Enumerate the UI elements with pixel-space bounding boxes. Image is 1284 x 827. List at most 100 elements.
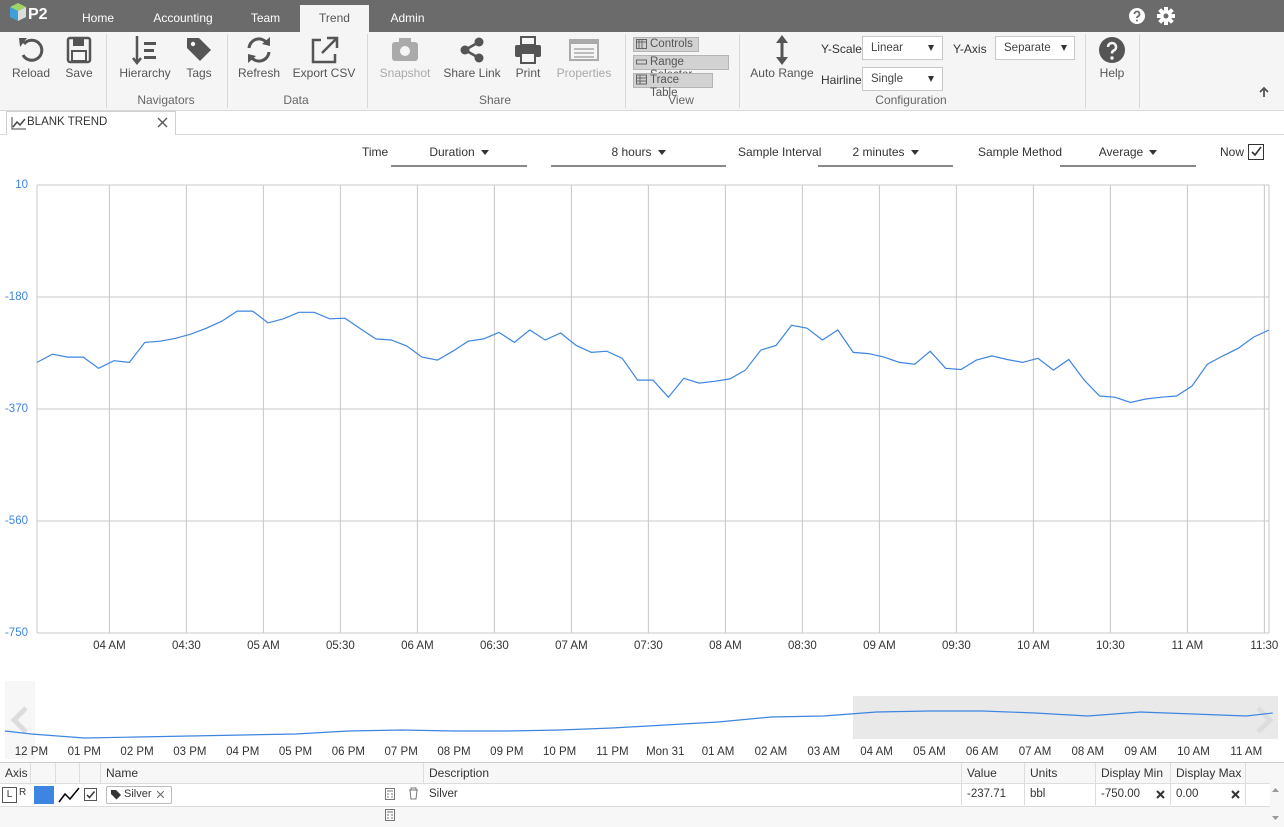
x-tick-label: 05 AM bbox=[913, 746, 946, 758]
x-tick-label: 03 AM bbox=[807, 746, 840, 758]
column-header: Display Min bbox=[1096, 763, 1171, 783]
line-style[interactable] bbox=[58, 786, 80, 804]
dropdown-value: 2 minutes bbox=[852, 145, 905, 159]
nav-tab[interactable]: Accounting bbox=[153, 11, 213, 25]
x-tick-label: 10 PM bbox=[543, 746, 576, 758]
trace-color[interactable] bbox=[34, 786, 54, 804]
charts: 10 -180 -370 -560 -750 04 AM 04:30 05 AM 05:30 06… bbox=[4, 179, 1278, 759]
now-checkbox[interactable] bbox=[1248, 144, 1265, 161]
delete-icon[interactable] bbox=[408, 787, 419, 800]
group-label: Data bbox=[283, 93, 309, 107]
y-tick-label: -560 bbox=[5, 515, 28, 527]
separator bbox=[739, 34, 740, 108]
tags-button[interactable]: Tags bbox=[159, 34, 239, 90]
x-tick-label: 07 PM bbox=[385, 746, 418, 758]
hierarchy-button[interactable]: Hierarchy bbox=[105, 34, 185, 90]
calc-icon[interactable] bbox=[385, 788, 395, 800]
nav-tab[interactable]: Home bbox=[81, 11, 114, 25]
x-tick-label: 07:30 bbox=[634, 640, 663, 652]
export-csv-button[interactable]: Export CSV bbox=[284, 34, 364, 90]
column-header: Description bbox=[424, 763, 962, 783]
clear-max[interactable] bbox=[1231, 790, 1240, 799]
axis-right[interactable]: R bbox=[19, 787, 27, 798]
button-label: Reload bbox=[11, 66, 51, 80]
x-tick-label: 07 AM bbox=[1019, 746, 1052, 758]
column-header: Axis bbox=[0, 763, 31, 783]
nav-tab[interactable]: Admin bbox=[390, 11, 425, 25]
x-tick-label: 11 AM bbox=[1172, 640, 1204, 652]
help-button[interactable]: Help bbox=[1072, 34, 1152, 90]
button-label: Hierarchy bbox=[119, 66, 171, 80]
tag-icon bbox=[111, 790, 121, 800]
dropdown-value: 8 hours bbox=[611, 145, 652, 159]
x-tick-label: 08:30 bbox=[788, 640, 817, 652]
range-prev[interactable] bbox=[5, 681, 35, 759]
value-cell: -237.71 bbox=[962, 784, 1025, 805]
caret bbox=[480, 150, 489, 156]
document-tab[interactable] bbox=[6, 111, 176, 135]
tag-chip[interactable] bbox=[106, 786, 172, 804]
display-max-cell[interactable]: 0.00 bbox=[1171, 784, 1246, 805]
print-button[interactable]: Print bbox=[488, 34, 568, 90]
reload-button[interactable]: Reload bbox=[0, 34, 71, 90]
collapse-ribbon[interactable] bbox=[1258, 86, 1270, 98]
top-bar bbox=[0, 0, 1284, 32]
x-tick-label: 09:30 bbox=[942, 640, 971, 652]
group-label: View bbox=[668, 93, 694, 107]
display-min-cell[interactable]: -750.00 bbox=[1096, 784, 1171, 805]
caret bbox=[657, 150, 666, 156]
sample-method-dropdown[interactable]: Average bbox=[1060, 143, 1196, 167]
x-tick-label: 04 PM bbox=[226, 746, 259, 758]
x-tick-label: 03 PM bbox=[173, 746, 206, 758]
range-selection[interactable] bbox=[853, 696, 1278, 739]
trace-table-toggle[interactable]: Trace Table bbox=[633, 73, 713, 99]
help-icon[interactable] bbox=[1128, 7, 1146, 25]
group-label: Share bbox=[478, 93, 512, 107]
logo-icon bbox=[10, 3, 26, 21]
y-scale-select[interactable]: Linear bbox=[862, 36, 943, 60]
column-header bbox=[56, 763, 80, 783]
sample-interval-dropdown[interactable]: 2 minutes bbox=[818, 143, 953, 167]
x-tick-label: 11 PM bbox=[596, 746, 628, 758]
x-tick-label: 06 AM bbox=[966, 746, 999, 758]
duration-dropdown[interactable]: 8 hours bbox=[551, 143, 726, 167]
hairline-label: Hairline bbox=[821, 73, 862, 87]
x-tick-label: 11:30 bbox=[1250, 640, 1278, 652]
x-tick-label: 09 AM bbox=[1124, 746, 1157, 758]
x-tick-label: 08 AM bbox=[1072, 746, 1105, 758]
y-tick-label: 10 bbox=[15, 179, 28, 191]
table-scroll[interactable] bbox=[1271, 786, 1280, 822]
select-arrow bbox=[1061, 45, 1067, 51]
settings-icon[interactable] bbox=[1156, 6, 1176, 26]
auto-range-button[interactable]: Auto Range bbox=[742, 34, 822, 90]
x-tick-label: 05 AM bbox=[247, 640, 280, 652]
calc-icon[interactable] bbox=[385, 809, 395, 821]
controls-toggle[interactable]: Controls bbox=[633, 37, 699, 52]
properties-button[interactable]: Properties bbox=[544, 34, 624, 90]
snapshot-button[interactable]: Snapshot bbox=[365, 34, 445, 90]
duration-mode-dropdown[interactable]: Duration bbox=[391, 143, 527, 167]
axis-left[interactable]: L bbox=[2, 787, 17, 803]
close-tab[interactable] bbox=[157, 117, 168, 128]
clear-min[interactable] bbox=[1156, 790, 1165, 799]
button-label: Tags bbox=[186, 66, 212, 80]
nav-tab[interactable]: Team bbox=[250, 11, 281, 25]
x-tick-label: 06 AM bbox=[401, 640, 434, 652]
document-tab-title: BLANK TREND bbox=[27, 116, 108, 128]
table-row[interactable] bbox=[0, 783, 1270, 807]
visible-checkbox[interactable] bbox=[84, 788, 97, 801]
share-link-button[interactable]: Share Link bbox=[432, 34, 512, 90]
remove-tag[interactable] bbox=[157, 791, 164, 798]
column-header: Units bbox=[1025, 763, 1096, 783]
refresh-button[interactable]: Refresh bbox=[219, 34, 299, 90]
y-axis-select[interactable]: Separate bbox=[995, 36, 1075, 60]
nav-tab-active[interactable]: Trend bbox=[300, 5, 369, 32]
save-button[interactable]: Save bbox=[39, 34, 119, 90]
dropdown-value: Average bbox=[1098, 145, 1144, 159]
x-tick-label: 10 AM bbox=[1017, 640, 1050, 652]
x-tick-label: 08 PM bbox=[437, 746, 470, 758]
x-tick-label: 10:30 bbox=[1096, 640, 1125, 652]
units-cell: bbl bbox=[1025, 784, 1096, 805]
button-label: Properties bbox=[556, 66, 612, 80]
column-header bbox=[80, 763, 101, 783]
